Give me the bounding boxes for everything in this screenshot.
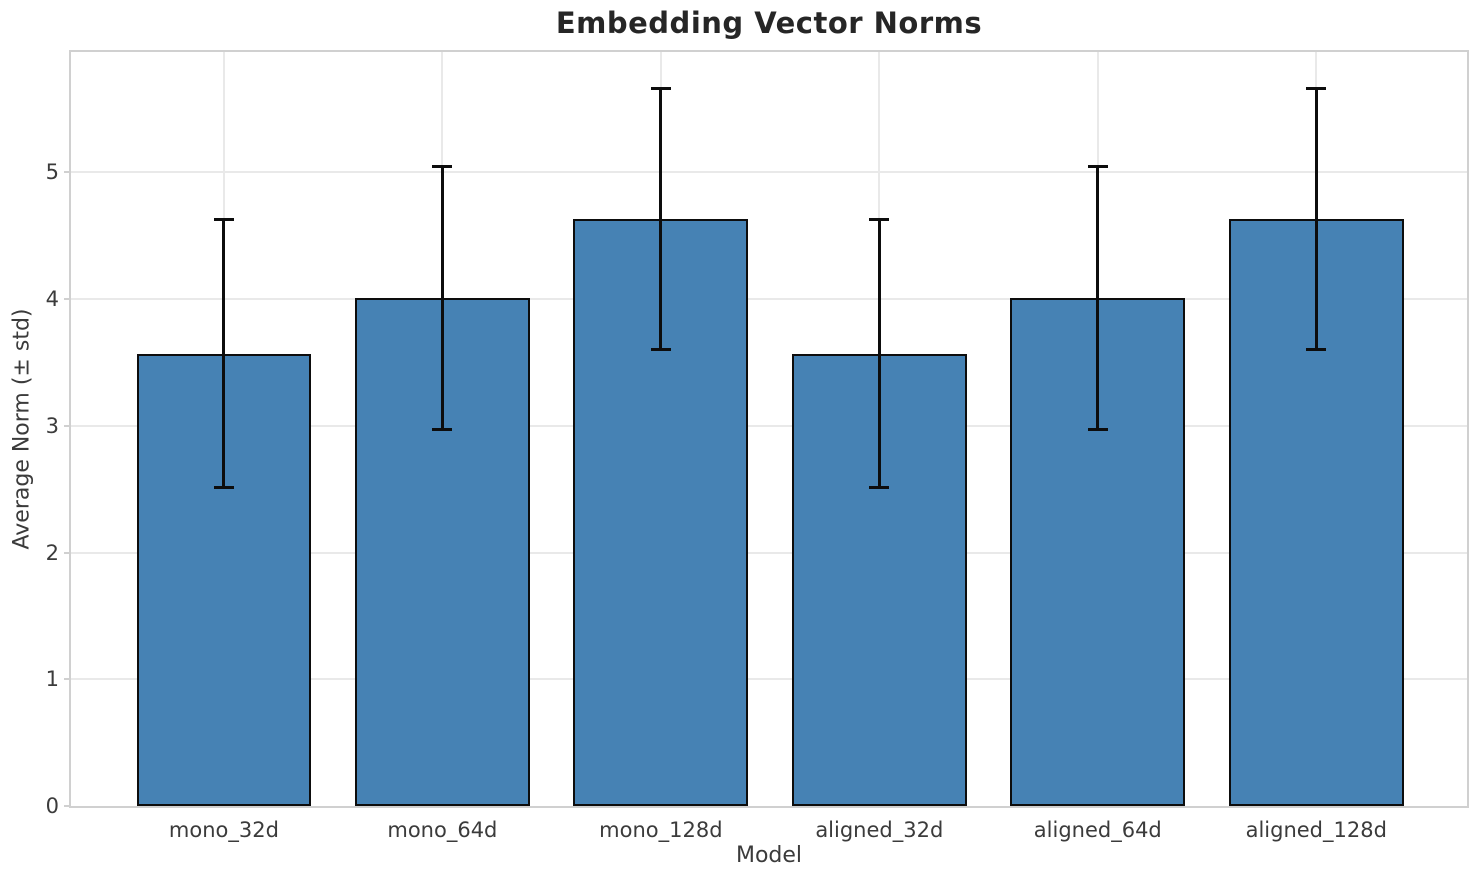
x-tick-label: mono_32d — [168, 818, 279, 842]
error-bar-cap-bottom — [213, 486, 234, 490]
y-gridline — [71, 424, 1467, 427]
y-gridline — [71, 171, 1467, 174]
error-bar-cap-bottom — [1087, 428, 1108, 432]
y-gridline — [71, 678, 1467, 681]
y-tick-mark — [64, 171, 70, 174]
x-tick-label: aligned_32d — [815, 818, 944, 842]
y-tick-mark — [64, 551, 70, 554]
error-bar-line — [1096, 166, 1100, 430]
bar — [136, 353, 312, 806]
chart-title: Embedding Vector Norms — [555, 6, 983, 40]
error-bar-line — [222, 219, 226, 488]
y-tick-mark — [64, 805, 70, 807]
error-bar-line — [659, 88, 663, 350]
error-bar-cap-top — [1087, 164, 1108, 168]
error-bar-cap-bottom — [432, 428, 453, 432]
error-bar-line — [1314, 88, 1318, 350]
error-bar-cap-top — [213, 217, 234, 221]
error-bar-cap-bottom — [869, 486, 890, 490]
x-tick-label: mono_128d — [599, 818, 723, 842]
error-bar-cap-bottom — [650, 348, 671, 352]
y-tick-mark — [64, 424, 70, 427]
bar — [355, 297, 530, 806]
x-axis-label: Model — [735, 843, 803, 868]
x-tick-label: mono_64d — [387, 818, 498, 842]
x-tick-label: aligned_64d — [1033, 818, 1162, 842]
error-bar-cap-top — [432, 164, 453, 168]
error-bar-cap-top — [650, 87, 671, 91]
y-tick-label: 5 — [45, 160, 59, 185]
error-bar-cap-bottom — [1306, 348, 1327, 352]
y-tick-label: 0 — [45, 794, 59, 818]
error-bar-line — [440, 166, 444, 430]
y-tick-label: 4 — [45, 287, 59, 312]
y-tick-label: 3 — [45, 413, 59, 438]
error-bar-line — [877, 219, 881, 488]
y-tick-mark — [64, 298, 70, 301]
y-tick-label: 2 — [45, 540, 59, 565]
error-bar-cap-top — [869, 217, 890, 221]
error-bar-cap-top — [1306, 87, 1327, 91]
x-tick-label: aligned_128d — [1245, 818, 1387, 842]
y-tick-mark — [64, 678, 70, 681]
y-tick-label: 1 — [45, 667, 59, 692]
plot-area — [69, 50, 1469, 808]
y-gridline — [71, 551, 1467, 554]
y-gridline — [71, 298, 1467, 301]
